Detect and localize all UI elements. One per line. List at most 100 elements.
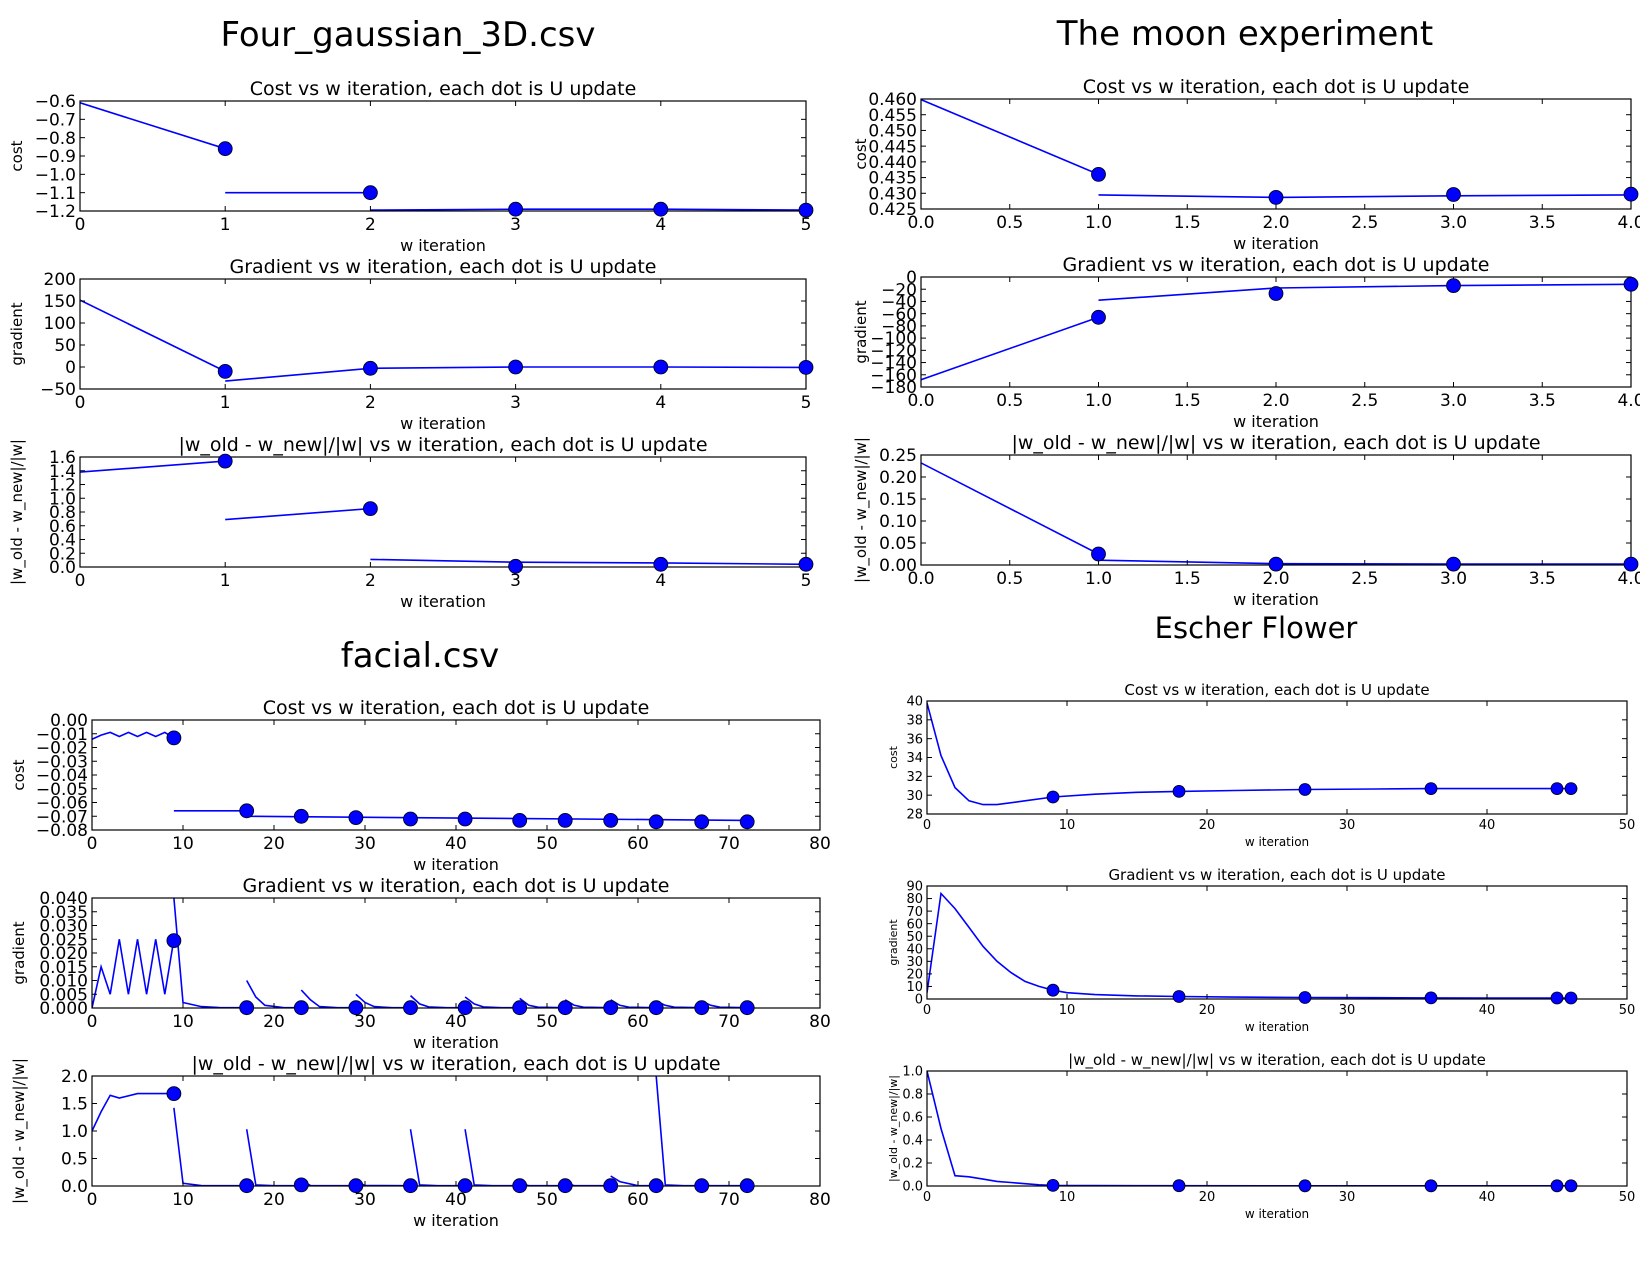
y-tick-label: 0 bbox=[65, 358, 76, 378]
data-point bbox=[1564, 782, 1578, 795]
y-tick-label: 50 bbox=[906, 930, 923, 945]
x-tick-label: 20 bbox=[1199, 818, 1216, 833]
series-line bbox=[927, 1071, 1571, 1186]
data-point bbox=[1623, 556, 1639, 572]
x-tick-label: 20 bbox=[263, 834, 285, 854]
x-axis-label: w iteration bbox=[1233, 412, 1319, 431]
y-tick-label: 0.030 bbox=[39, 917, 88, 937]
series-line bbox=[355, 993, 411, 1008]
x-tick-label: 30 bbox=[354, 1012, 376, 1032]
x-tick-label: 30 bbox=[354, 1190, 376, 1210]
x-tick-label: 0 bbox=[923, 818, 931, 833]
chart-2-2: 0 10 20 30 40 50 60 70 80 0.0 0.5 1.0 1.5 2.0 |w_old -… bbox=[10, 1053, 831, 1230]
data-point bbox=[508, 359, 523, 375]
data-point bbox=[217, 363, 233, 379]
axes-frame bbox=[920, 454, 1632, 566]
x-tick-label: 20 bbox=[1199, 1190, 1216, 1205]
y-tick-label: 10 bbox=[906, 980, 923, 995]
x-tick-label: 5 bbox=[801, 571, 812, 591]
x-axis-label: w iteration bbox=[1245, 835, 1309, 849]
y-tick-label: 70 bbox=[906, 905, 923, 920]
x-tick-label: 30 bbox=[1339, 1190, 1356, 1205]
chart-3-0: 0 10 20 30 40 50 28 30 32 34 36 38 40 Cost vs w itera… bbox=[887, 681, 1635, 849]
axes-frame bbox=[926, 885, 1628, 1000]
y-tick-label: −60 bbox=[881, 305, 917, 325]
x-tick-label: 0 bbox=[87, 834, 98, 854]
series-line bbox=[225, 507, 371, 521]
x-tick-label: 3.0 bbox=[1440, 391, 1467, 411]
y-axis-label: |w_old - w_new|/|w| bbox=[8, 439, 27, 585]
y-tick-label: 30 bbox=[906, 789, 923, 804]
x-tick-label: 3.5 bbox=[1529, 213, 1556, 233]
x-tick-label: 1 bbox=[220, 571, 231, 591]
data-point bbox=[1091, 166, 1106, 182]
y-tick-label: 0.20 bbox=[879, 468, 917, 488]
y-tick-label: 150 bbox=[44, 292, 76, 312]
data-point bbox=[348, 1000, 364, 1016]
series-line bbox=[173, 898, 247, 1008]
data-point bbox=[348, 1178, 364, 1194]
x-tick-label: 0.5 bbox=[996, 391, 1023, 411]
axes-frame bbox=[91, 719, 821, 831]
x-tick-label: 30 bbox=[1339, 818, 1356, 833]
data-point bbox=[293, 1177, 309, 1193]
y-tick-label: 0.035 bbox=[39, 903, 88, 923]
data-point bbox=[512, 1178, 528, 1194]
data-point bbox=[1172, 785, 1186, 798]
x-tick-label: 2.0 bbox=[1262, 391, 1289, 411]
series-line bbox=[173, 1107, 247, 1186]
series-line bbox=[409, 995, 466, 1008]
y-tick-label: 90 bbox=[906, 880, 923, 895]
series-line bbox=[80, 460, 226, 473]
y-tick-label: 28 bbox=[906, 808, 923, 823]
y-tick-label: 80 bbox=[906, 892, 923, 907]
x-tick-label: 3.5 bbox=[1529, 569, 1556, 589]
y-tick-label: 40 bbox=[906, 695, 923, 710]
y-tick-label: 0.460 bbox=[868, 90, 917, 110]
chart-title: |w_old - w_new|/|w| vs w iteration, each… bbox=[1011, 432, 1540, 454]
axes-frame bbox=[926, 1070, 1628, 1187]
y-tick-label: 0.440 bbox=[868, 153, 917, 173]
series-line bbox=[927, 702, 1571, 806]
data-point bbox=[603, 1000, 619, 1016]
y-tick-label: −80 bbox=[881, 317, 917, 337]
y-tick-label: 20 bbox=[906, 968, 923, 983]
x-tick-label: 50 bbox=[1619, 1003, 1636, 1018]
x-axis-label: w iteration bbox=[400, 414, 486, 433]
y-tick-label: −0.05 bbox=[36, 780, 88, 800]
y-tick-label: −140 bbox=[870, 354, 917, 374]
chart-0-2: 0 1 2 3 4 5 0.00.20.40.60.81.01.21.41.6 |w_old … bbox=[8, 434, 814, 611]
x-tick-label: 50 bbox=[536, 1190, 558, 1210]
y-tick-label: −20 bbox=[881, 280, 917, 300]
data-point bbox=[217, 453, 233, 469]
series-line bbox=[921, 316, 1099, 381]
panel-titles: Four_gaussian_3D.csv The moon experiment… bbox=[220, 14, 1433, 676]
x-tick-label: 1.5 bbox=[1174, 391, 1201, 411]
data-point bbox=[1424, 991, 1438, 1005]
x-tick-label: 0.0 bbox=[907, 569, 934, 589]
series-line bbox=[80, 102, 226, 150]
x-tick-label: 1.0 bbox=[1085, 391, 1112, 411]
x-tick-label: 0.0 bbox=[907, 391, 934, 411]
chart-title: Cost vs w iteration, each dot is U updat… bbox=[1083, 76, 1470, 98]
data-point bbox=[557, 1178, 573, 1194]
data-point bbox=[362, 360, 378, 376]
data-point bbox=[798, 556, 814, 572]
y-tick-label: 0.025 bbox=[39, 930, 88, 950]
chart-title: |w_old - w_new|/|w| vs w iteration, each… bbox=[1068, 1051, 1486, 1070]
chart-title: Gradient vs w iteration, each dot is U u… bbox=[243, 875, 670, 897]
series-line bbox=[655, 1076, 702, 1186]
data-point bbox=[1550, 782, 1564, 795]
y-axis-label: cost bbox=[10, 759, 28, 790]
y-tick-label: 0.015 bbox=[39, 958, 88, 978]
x-tick-label: 60 bbox=[627, 1190, 649, 1210]
y-axis-label: gradient bbox=[10, 921, 28, 984]
series-line bbox=[409, 1129, 466, 1186]
y-tick-label: 0 bbox=[906, 268, 917, 288]
x-tick-label: 4 bbox=[655, 215, 666, 235]
data-point bbox=[1091, 309, 1106, 325]
y-tick-label: 0.005 bbox=[39, 985, 88, 1005]
